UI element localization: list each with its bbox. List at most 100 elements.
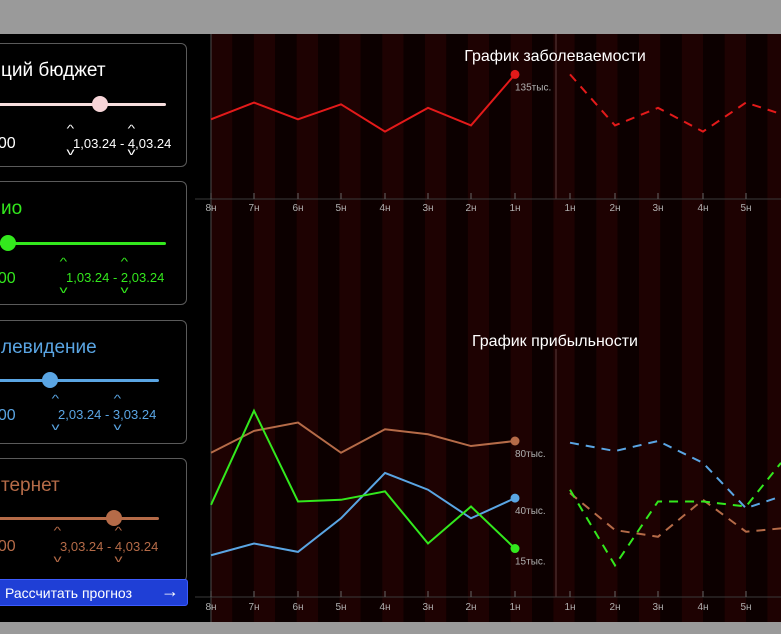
- chevron-up-icon[interactable]: ^: [127, 124, 136, 135]
- sidebar: ций бюджет 000 ^ ^ 1,03.24 - 4,03.24 v v…: [0, 34, 195, 622]
- x-tick-label: 6н: [292, 203, 303, 214]
- end-value-label: 40тыс.: [515, 506, 546, 517]
- amount-value[interactable]: 000: [0, 407, 16, 424]
- tv-card: левидение 000 ^ ^ 2,03.24 - 3,03.24 v v: [0, 320, 187, 444]
- card-title: ио: [1, 198, 23, 219]
- end-value-label: 80тыс.: [515, 449, 546, 460]
- background-band: [553, 34, 575, 622]
- internet-card: тернет 000 ^ ^ 3,03.24 - 4,03.24 v v: [0, 458, 187, 582]
- charts-canvas: График заболеваемости 8н 7н 6н 5н 4н 3н 2н 1н 1н 2…: [195, 34, 781, 622]
- forecast-tick-label: 3н: [652, 602, 663, 613]
- slider-thumb[interactable]: [42, 372, 58, 388]
- end-point: [510, 544, 520, 554]
- chevron-down-icon[interactable]: v: [53, 554, 62, 565]
- app-screen: График заболеваемости 8н 7н 6н 5н 4н 3н 2н 1н 1н 2…: [0, 34, 781, 622]
- x-tick-label: 5н: [335, 203, 346, 214]
- background-band: [767, 34, 781, 622]
- slider-track[interactable]: [0, 379, 159, 382]
- calculate-forecast-label: Рассчитать прогноз: [5, 585, 132, 601]
- slider-thumb[interactable]: [0, 235, 16, 251]
- chevron-up-icon[interactable]: ^: [120, 257, 129, 268]
- chevron-up-icon[interactable]: ^: [53, 526, 62, 537]
- chart-title: График прибыльности: [472, 333, 638, 350]
- background-band: [467, 34, 490, 622]
- forecast-line: [569, 73, 781, 133]
- forecast-tick-label: 1н: [564, 602, 575, 613]
- slider-track[interactable]: [0, 242, 166, 245]
- chevron-down-icon[interactable]: v: [51, 422, 60, 433]
- background-band: [746, 34, 768, 622]
- arrow-right-icon: →: [161, 581, 179, 601]
- date-range[interactable]: 1,03.24 - 2,03.24: [66, 270, 165, 285]
- chevron-down-icon[interactable]: v: [120, 285, 129, 296]
- x-tick-label: 6н: [292, 602, 303, 613]
- end-value-label: 15тыс.: [515, 557, 546, 568]
- background-band: [639, 34, 661, 622]
- x-tick-label: 3н: [422, 203, 433, 214]
- background-band: [275, 34, 297, 622]
- chevron-up-icon[interactable]: ^: [113, 394, 122, 405]
- date-range[interactable]: 1,03.24 - 4,03.24: [73, 136, 172, 151]
- background-band: [724, 34, 746, 622]
- end-point: [510, 493, 520, 503]
- slider-track[interactable]: [0, 517, 159, 520]
- chevron-down-icon[interactable]: v: [114, 554, 123, 565]
- forecast-line: [569, 492, 781, 538]
- x-tick-label: 4н: [379, 602, 390, 613]
- chevron-down-icon[interactable]: v: [113, 422, 122, 433]
- chevron-down-icon[interactable]: v: [59, 285, 68, 296]
- background-band: [296, 34, 318, 622]
- background-band: [617, 34, 639, 622]
- background-band: [318, 34, 340, 622]
- forecast-tick-label: 1н: [564, 203, 575, 214]
- slider-thumb[interactable]: [92, 96, 108, 112]
- chevron-up-icon[interactable]: ^: [114, 526, 123, 537]
- date-range[interactable]: 3,03.24 - 4,03.24: [60, 539, 159, 554]
- chevron-up-icon[interactable]: ^: [51, 394, 60, 405]
- background-band: [446, 34, 468, 622]
- forecast-tick-label: 2н: [609, 602, 620, 613]
- forecast-tick-label: 2н: [609, 203, 620, 214]
- slider-thumb[interactable]: [106, 510, 122, 526]
- slider-track[interactable]: [0, 103, 166, 106]
- chevron-down-icon[interactable]: v: [66, 147, 75, 158]
- budget-card: ций бюджет 000 ^ ^ 1,03.24 - 4,03.24 v v: [0, 43, 187, 167]
- forecast-tick-label: 4н: [697, 602, 708, 613]
- card-title: тернет: [1, 475, 60, 496]
- background-band: [360, 34, 383, 622]
- calculate-forecast-button[interactable]: Рассчитать прогноз →: [0, 579, 188, 606]
- forecast-line: [569, 462, 781, 568]
- background-band: [382, 34, 404, 622]
- date-range[interactable]: 2,03.24 - 3,03.24: [58, 407, 157, 422]
- amount-value[interactable]: 000: [0, 270, 16, 287]
- amount-value[interactable]: 000: [0, 538, 16, 555]
- forecast-tick-label: 3н: [652, 203, 663, 214]
- amount-value[interactable]: 000: [0, 135, 16, 152]
- series-line: [210, 408, 516, 550]
- card-title: ций бюджет: [1, 60, 106, 81]
- card-title: левидение: [1, 337, 97, 358]
- chart-title: График заболеваемости: [464, 48, 646, 65]
- x-tick-label: 8н: [205, 203, 216, 214]
- chevron-up-icon[interactable]: ^: [66, 124, 75, 135]
- end-point: [510, 436, 520, 446]
- x-tick-label: 5н: [335, 602, 346, 613]
- background-band: [532, 34, 554, 622]
- x-tick-label: 4н: [379, 203, 390, 214]
- x-tick-label: 8н: [205, 602, 216, 613]
- series-line: [210, 421, 516, 454]
- radio-card: ио 000 ^ ^ 1,03.24 - 2,03.24 v v: [0, 181, 187, 305]
- chevron-up-icon[interactable]: ^: [59, 257, 68, 268]
- x-tick-label: 7н: [248, 203, 259, 214]
- x-tick-label: 2н: [465, 602, 476, 613]
- x-tick-label: 7н: [248, 602, 259, 613]
- background-band: [425, 34, 447, 622]
- background-band: [574, 34, 597, 622]
- x-tick-label: 2н: [465, 203, 476, 214]
- chevron-down-icon[interactable]: v: [127, 147, 136, 158]
- background-band: [510, 34, 532, 622]
- series-line: [210, 73, 516, 133]
- x-tick-label: 3н: [422, 602, 433, 613]
- background-band: [703, 34, 725, 622]
- forecast-tick-label: 4н: [697, 203, 708, 214]
